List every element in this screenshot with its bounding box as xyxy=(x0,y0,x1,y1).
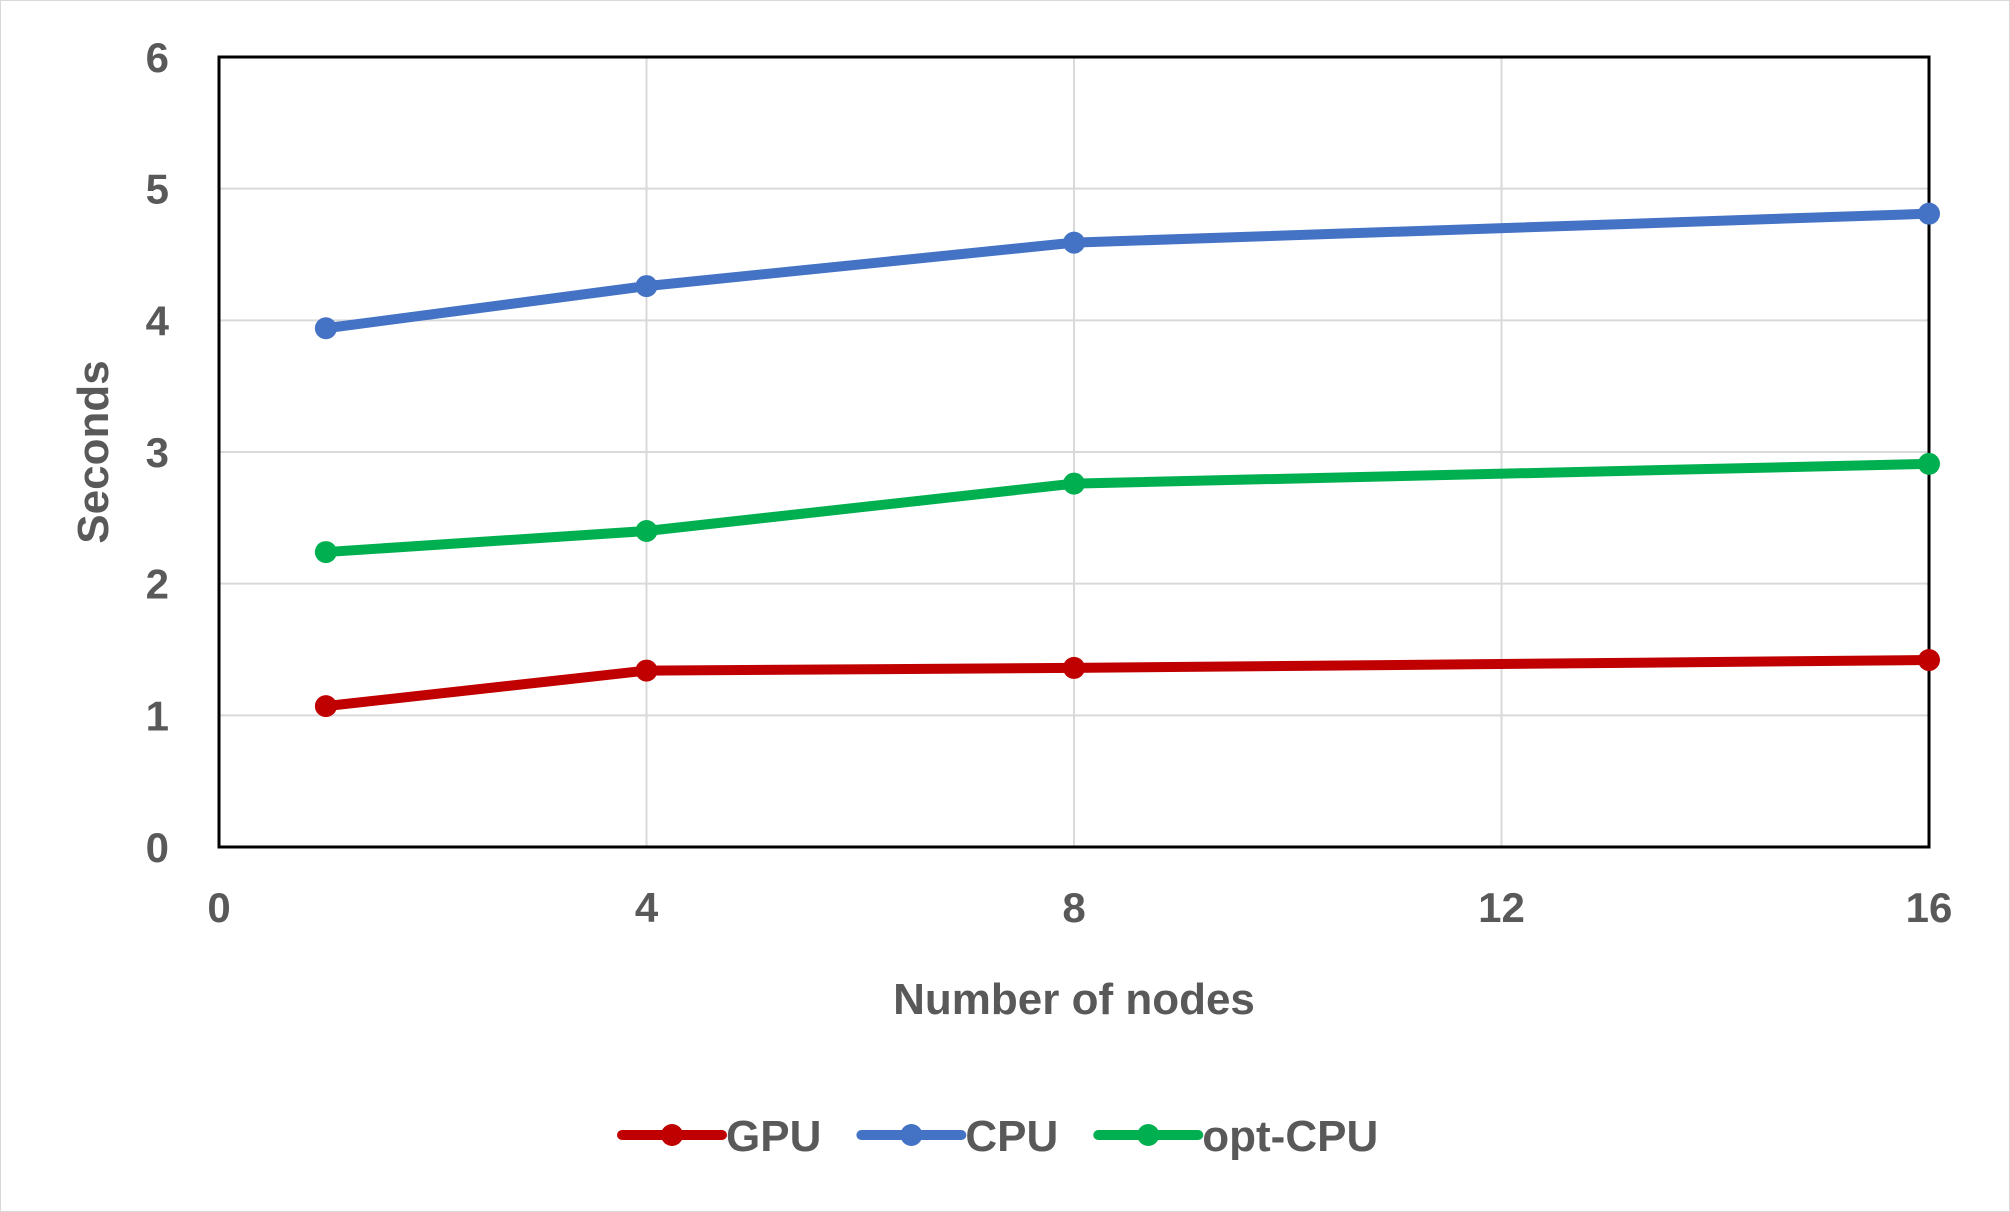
series-lines xyxy=(314,202,1940,718)
x-tick-label: 4 xyxy=(635,884,659,931)
x-axis-title: Number of nodes xyxy=(893,975,1255,1024)
data-point xyxy=(635,275,658,298)
x-tick-label: 0 xyxy=(207,884,230,931)
x-axis-ticks: 0 4 8 12 16 xyxy=(207,884,1952,931)
legend-label: CPU xyxy=(965,1112,1058,1161)
legend: GPU CPU opt-CPU xyxy=(617,1112,1378,1161)
legend-label: opt-CPU xyxy=(1202,1112,1378,1161)
series-cpu xyxy=(314,202,1940,340)
y-tick-label: 3 xyxy=(146,429,169,476)
data-point xyxy=(314,541,337,564)
data-point xyxy=(314,695,337,718)
legend-label: GPU xyxy=(726,1112,821,1161)
series-line xyxy=(320,655,1934,712)
data-point xyxy=(635,520,658,542)
x-tick-label: 16 xyxy=(1906,884,1953,931)
legend-swatch-marker xyxy=(1137,1124,1160,1146)
plot-area-border xyxy=(217,55,1931,849)
series-opt-cpu xyxy=(314,452,1940,564)
series-line xyxy=(320,208,1934,334)
x-tick-label: 12 xyxy=(1478,884,1525,931)
data-point xyxy=(314,317,337,340)
data-point xyxy=(1918,649,1940,672)
series-gpu xyxy=(314,649,1940,718)
legend-item: CPU xyxy=(856,1112,1058,1161)
y-tick-label: 2 xyxy=(146,561,169,608)
y-tick-label: 6 xyxy=(146,34,169,81)
data-point xyxy=(1918,202,1940,225)
legend-swatch-marker xyxy=(661,1124,683,1146)
series-line xyxy=(320,458,1934,558)
data-point xyxy=(1063,231,1085,254)
data-point xyxy=(1918,452,1940,475)
y-axis-ticks: 0 1 2 3 4 5 6 xyxy=(146,34,170,871)
y-tick-label: 0 xyxy=(146,824,169,871)
x-tick-label: 8 xyxy=(1062,884,1085,931)
legend-item: GPU xyxy=(617,1112,821,1161)
data-point xyxy=(1063,656,1085,679)
legend-swatch-marker xyxy=(900,1124,923,1146)
y-tick-label: 5 xyxy=(146,166,169,213)
data-point xyxy=(1063,472,1085,495)
y-axis-title: Seconds xyxy=(69,360,118,543)
gridlines xyxy=(218,56,1930,848)
data-point xyxy=(635,659,658,682)
y-tick-label: 4 xyxy=(146,297,170,344)
legend-item: opt-CPU xyxy=(1093,1112,1378,1161)
y-tick-label: 1 xyxy=(146,692,169,739)
